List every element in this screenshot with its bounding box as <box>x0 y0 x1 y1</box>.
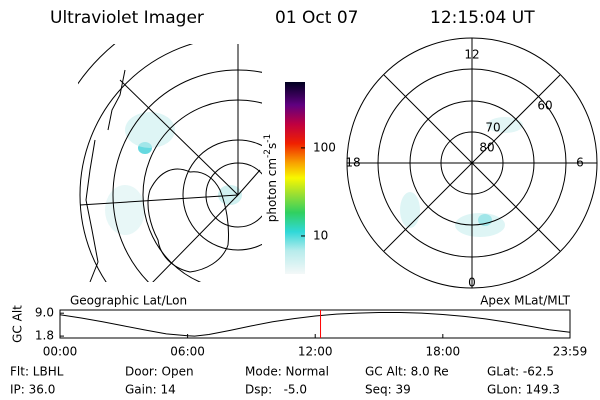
mlt-label: 6 <box>576 156 584 170</box>
geo-map <box>78 44 262 282</box>
mlat-label: 60 <box>537 99 552 113</box>
mlat-label: 70 <box>485 121 500 135</box>
map-label: Apex MLat/MLT <box>480 294 570 308</box>
mlt-label: 0 <box>468 276 476 290</box>
status-field: GLon: 149.3 <box>487 383 560 397</box>
status-field: Gain: 14 <box>125 383 176 397</box>
date: 01 Oct 07 <box>275 8 358 28</box>
colorbar-label: photon cm-2s-1 <box>263 134 279 223</box>
colorbar-label: -2 <box>263 149 273 158</box>
altitude-line <box>59 312 571 337</box>
y-tick-label: 9.0 <box>35 306 54 320</box>
x-tick-label: 00:00 <box>43 345 78 359</box>
plot-frame <box>59 309 571 339</box>
status-field: GC Alt: 8.0 Re <box>365 365 449 379</box>
title: Ultraviolet Imager <box>50 8 204 28</box>
x-tick-label: 06:00 <box>170 345 205 359</box>
status-field: Dsp: -5.0 <box>245 383 307 397</box>
polar-map <box>346 37 598 289</box>
colorbar-tick-label: 10 <box>313 228 328 242</box>
x-tick-label: 18:00 <box>426 345 461 359</box>
map-label: Geographic Lat/Lon <box>70 294 187 308</box>
mlt-label: 12 <box>464 48 479 62</box>
status-field: Seq: 39 <box>365 383 411 397</box>
colorbar-label: photon cm <box>265 158 279 222</box>
mlat-label: 80 <box>479 141 494 155</box>
mlt-label: 18 <box>345 156 360 170</box>
status-field: GLat: -62.5 <box>487 365 554 379</box>
y-label: GC Alt <box>11 305 25 343</box>
status-field: Mode: Normal <box>245 365 329 379</box>
status-field: Door: Open <box>125 365 194 379</box>
time: 12:15:04 UT <box>430 8 535 28</box>
colorbar <box>285 82 305 274</box>
status-field: Flt: LBHL <box>10 365 64 379</box>
x-tick-label: 23:59 <box>553 345 588 359</box>
colorbar-label: s <box>265 143 279 149</box>
colorbar-tick-label: 100 <box>313 140 336 154</box>
y-tick-label: 1.8 <box>35 329 54 343</box>
x-tick-label: 12:00 <box>298 345 333 359</box>
status-field: IP: 36.0 <box>10 383 55 397</box>
colorbar-label: -1 <box>263 134 273 143</box>
